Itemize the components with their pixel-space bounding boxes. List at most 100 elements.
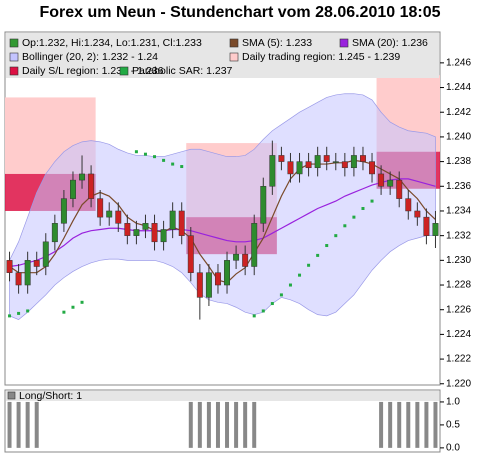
sar-dot bbox=[153, 155, 157, 159]
candle-body bbox=[42, 241, 49, 267]
y-tick-label: 1.0 bbox=[446, 397, 460, 408]
bar bbox=[34, 401, 39, 448]
candle-body bbox=[60, 198, 67, 224]
sar-dot bbox=[162, 158, 166, 162]
bar bbox=[424, 401, 429, 448]
bar bbox=[415, 401, 420, 448]
legend-swatch bbox=[119, 66, 129, 76]
sar-dot bbox=[8, 314, 12, 318]
candle-body bbox=[360, 155, 366, 162]
bar bbox=[379, 401, 384, 448]
sma5-line bbox=[9, 159, 436, 284]
y-tick-label: 1.220 bbox=[446, 378, 471, 389]
legend-label: Op:1.232, Hi:1.234, Lo:1.231, Cl:1.233 bbox=[22, 37, 202, 49]
legend-label: Long/Short: 1 bbox=[19, 390, 82, 402]
candle-body bbox=[350, 155, 357, 169]
legend-swatch bbox=[339, 38, 349, 48]
candle-body bbox=[70, 179, 76, 199]
legend-label: Parabolic SAR: 1.237 bbox=[132, 65, 233, 77]
candle-body bbox=[278, 155, 285, 162]
y-tick-label: 1.240 bbox=[446, 132, 471, 143]
candle-body bbox=[88, 173, 95, 199]
y-tick-label: 1.242 bbox=[446, 107, 471, 118]
sar-dot bbox=[71, 305, 75, 309]
candle-body bbox=[305, 161, 312, 169]
bar bbox=[25, 401, 30, 448]
sar-dot bbox=[26, 309, 30, 313]
sar-dot bbox=[352, 215, 356, 219]
candle-body bbox=[106, 210, 113, 218]
bar bbox=[406, 401, 411, 448]
candle-body bbox=[215, 272, 221, 286]
candle-body bbox=[6, 260, 13, 273]
y-tick-label: 1.246 bbox=[446, 57, 471, 68]
sar-dot bbox=[279, 293, 283, 297]
legend-swatch bbox=[9, 52, 19, 62]
candle-body bbox=[414, 210, 421, 218]
sma20-line bbox=[9, 178, 436, 268]
candle-body bbox=[296, 161, 303, 175]
legend-label: Bollinger (20, 2): 1.232 - 1.24 bbox=[22, 51, 158, 63]
candle-body bbox=[378, 173, 385, 187]
candle-body bbox=[97, 198, 104, 218]
candle-body bbox=[142, 223, 149, 230]
candle-body bbox=[341, 161, 348, 169]
candle-body bbox=[423, 216, 430, 236]
candle-body bbox=[323, 155, 330, 162]
candle-body bbox=[396, 179, 403, 199]
legend-swatch bbox=[7, 391, 16, 400]
y-tick-label: 1.230 bbox=[446, 255, 471, 266]
legend-label: SMA (5): 1.233 bbox=[242, 37, 312, 49]
candle-body bbox=[187, 235, 194, 273]
legend-swatch bbox=[229, 52, 239, 62]
sar-dot bbox=[361, 207, 365, 210]
y-tick-label: 0.5 bbox=[446, 420, 460, 431]
y-tick-label: 1.224 bbox=[446, 329, 471, 340]
y-tick-label: 1.232 bbox=[446, 230, 471, 241]
sar-dot bbox=[288, 283, 292, 287]
y-tick-label: 1.226 bbox=[446, 304, 471, 315]
candle-body bbox=[242, 253, 249, 267]
candle-body bbox=[251, 223, 258, 267]
bar bbox=[234, 401, 239, 448]
legend-swatch bbox=[9, 38, 19, 48]
bar bbox=[225, 401, 230, 448]
candle-body bbox=[115, 210, 122, 224]
bar bbox=[433, 401, 438, 448]
sar-dot bbox=[343, 224, 347, 228]
candle-body bbox=[432, 223, 439, 236]
legend-label: Daily trading region: 1.245 - 1.239 bbox=[242, 51, 400, 63]
legend-box bbox=[6, 391, 439, 401]
candle-body bbox=[15, 272, 22, 286]
candle-body bbox=[332, 161, 339, 163]
candle-body bbox=[33, 260, 40, 267]
candle-body bbox=[124, 223, 131, 236]
candle-body bbox=[79, 173, 85, 181]
sar-dot bbox=[261, 309, 265, 313]
candle-body bbox=[369, 161, 375, 175]
bar bbox=[397, 401, 402, 448]
legend-label: SMA (20): 1.236 bbox=[352, 37, 428, 49]
bar bbox=[215, 401, 220, 448]
bar bbox=[388, 401, 393, 448]
y-tick-label: 1.228 bbox=[446, 280, 471, 291]
chart-title: Forex um Neun - Stundenchart vom 28.06.2… bbox=[39, 4, 440, 21]
sar-dot bbox=[334, 234, 338, 238]
sar-dot bbox=[17, 311, 21, 315]
sar-dot bbox=[180, 165, 184, 169]
bar bbox=[16, 401, 21, 448]
candle-body bbox=[160, 229, 167, 243]
sar-dot bbox=[252, 314, 256, 318]
legend-box bbox=[6, 33, 439, 78]
candle-body bbox=[314, 155, 321, 169]
y-tick-label: 1.222 bbox=[446, 354, 471, 365]
candle-body bbox=[405, 198, 412, 212]
y-tick-label: 1.244 bbox=[446, 82, 471, 93]
legend-swatch bbox=[9, 66, 19, 76]
bar bbox=[7, 401, 12, 448]
bar bbox=[243, 401, 248, 448]
candle-body bbox=[169, 210, 176, 230]
candle-body bbox=[269, 155, 276, 187]
sar-dot bbox=[171, 162, 175, 166]
